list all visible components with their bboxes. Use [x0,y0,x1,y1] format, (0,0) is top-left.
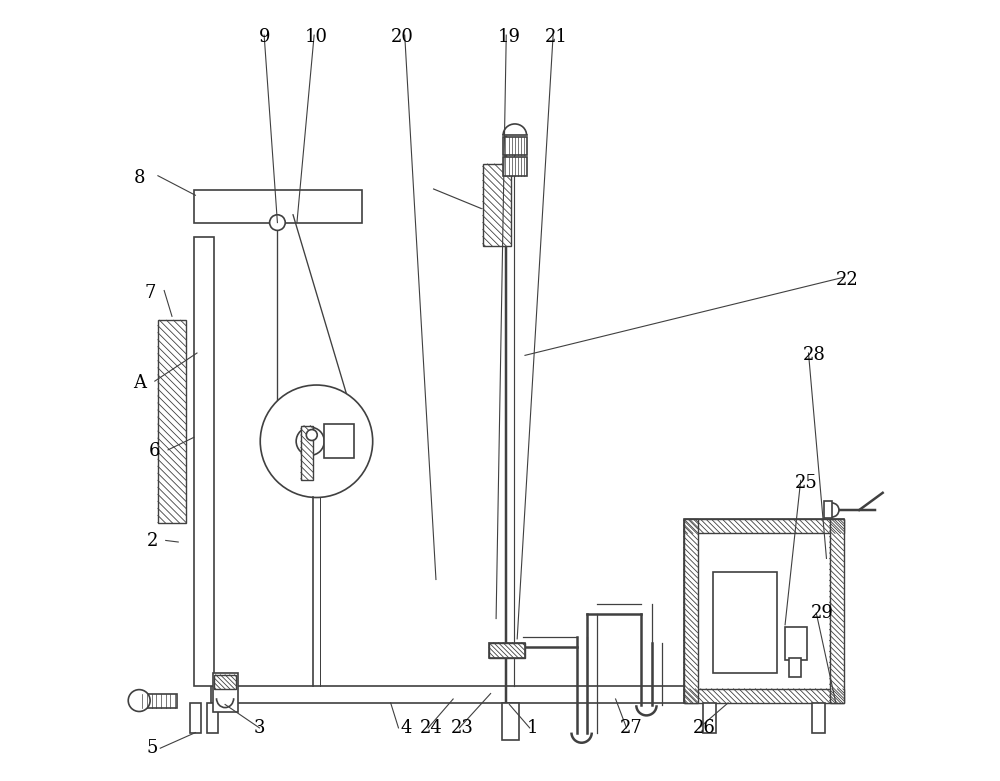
Text: 27: 27 [620,719,643,737]
Bar [489,643,525,658]
Bar [812,703,825,733]
Text: 20: 20 [391,28,414,47]
Circle shape [270,215,285,230]
Bar [502,703,519,740]
Bar [684,519,844,533]
Bar [503,158,527,176]
Bar [211,686,812,703]
Bar [684,689,844,703]
Bar [785,627,807,660]
Bar [483,164,511,246]
Bar [684,519,698,703]
Bar [190,703,201,733]
Circle shape [306,430,317,440]
Text: 5: 5 [147,739,158,758]
Bar [703,703,716,733]
Text: 3: 3 [254,719,265,737]
Bar [207,703,218,733]
Text: 28: 28 [803,346,825,365]
Text: 1: 1 [527,719,539,737]
Bar [489,643,525,658]
Text: 24: 24 [420,719,443,737]
Text: 23: 23 [451,719,474,737]
Text: 10: 10 [305,28,328,47]
Circle shape [128,690,150,711]
Bar [713,572,777,673]
Text: 7: 7 [144,284,156,302]
Text: 22: 22 [836,270,859,289]
Text: 25: 25 [795,473,818,492]
Text: 2: 2 [147,532,158,551]
Circle shape [825,503,839,517]
Text: 29: 29 [810,604,833,622]
Bar [503,137,527,155]
Bar [789,658,801,677]
Text: 8: 8 [133,169,145,187]
Text: 19: 19 [498,28,521,47]
Bar [824,501,832,518]
Text: A: A [133,373,146,392]
Bar [301,426,313,480]
Circle shape [296,427,324,455]
Bar [139,694,177,708]
Bar [194,190,362,223]
Bar [324,424,354,458]
Bar [684,519,844,703]
Bar [214,675,236,689]
Text: 9: 9 [258,28,270,47]
Bar [213,673,238,712]
Bar [158,320,186,523]
Bar [830,519,844,703]
Text: 21: 21 [545,28,568,47]
Circle shape [260,385,373,497]
Text: 4: 4 [401,719,412,737]
Text: 26: 26 [693,719,716,737]
Text: 6: 6 [149,442,161,461]
Bar [194,237,214,686]
